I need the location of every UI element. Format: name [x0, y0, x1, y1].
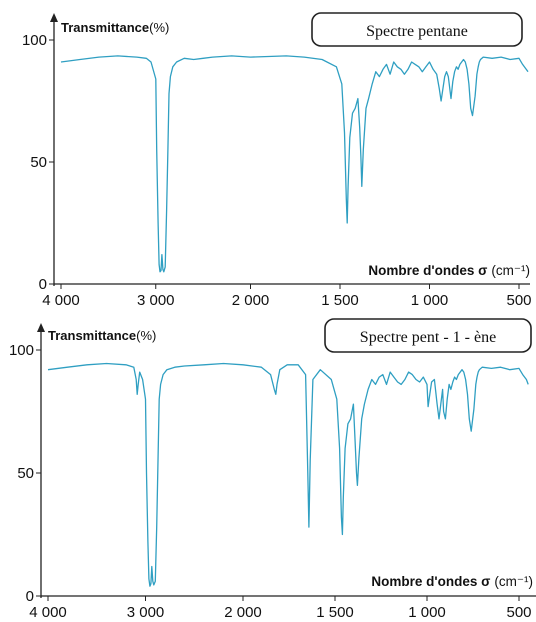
- chart-pentene-x-tick-label-500: 500: [506, 604, 531, 621]
- chart-pentane-title-box: [311, 12, 523, 47]
- chart-pentene-y-tick-label-0: 0: [26, 588, 34, 605]
- chart-pentane-x-tick-label-2000: 2 000: [232, 292, 270, 309]
- chart-pentene: Spectre pent - 1 - ène Transmittance(%) …: [9, 318, 536, 621]
- chart-pentane-x-tick-label-4000: 4 000: [42, 292, 80, 309]
- chart-pentane: Spectre pentane Transmittance(%) Nombre …: [22, 12, 532, 309]
- chart-pentane-y-tick-label-0: 0: [39, 276, 47, 293]
- chart-pentene-x-tick-label-3000: 3 000: [127, 604, 165, 621]
- chart-pentene-title: Spectre pent - 1 - ène: [360, 329, 496, 346]
- chart-pentene-ylabel-text: Transmittance: [48, 328, 136, 343]
- chart-pentene-y-tick-label-50: 50: [17, 465, 34, 482]
- chart-pentane-ylabel-text: Transmittance: [61, 20, 149, 35]
- chart-pentene-ticks: 4 000 3 000 2 000 1 500 1 000 500 0 50 100: [9, 342, 532, 621]
- chart-pentane-y-tick-label-50: 50: [30, 154, 47, 171]
- chart-pentene-x-tick-label-4000: 4 000: [29, 604, 67, 621]
- chart-pentene-ylabel: Transmittance(%): [48, 328, 156, 343]
- chart-pentene-x-tick-label-1500: 1 500: [316, 604, 354, 621]
- chart-pentane-xlabel: Nombre d'ondes σ (cm⁻¹): [368, 263, 530, 278]
- chart-pentane-y-axis-arrow: [50, 13, 58, 22]
- chart-pentene-xlabel: Nombre d'ondes σ (cm⁻¹): [371, 574, 533, 589]
- chart-pentene-x-tick-label-2000: 2 000: [224, 604, 262, 621]
- chart-pentene-title-box: [324, 318, 532, 353]
- chart-pentane-spectrum-line: [60, 55, 529, 273]
- chart-pentane-ylabel-unit: (%): [149, 20, 169, 35]
- chart-pentene-y-axis-arrow: [37, 323, 45, 332]
- chart-pentene-y-tick-label-100: 100: [9, 342, 34, 359]
- chart-pentene-ylabel-unit: (%): [136, 328, 156, 343]
- chart-pentane-x-tick-label-1500: 1 500: [321, 292, 359, 309]
- chart-pentane-ylabel: Transmittance(%): [61, 20, 169, 35]
- chart-pentane-x-tick-label-3000: 3 000: [137, 292, 175, 309]
- chart-pentane-y-tick-label-100: 100: [22, 32, 47, 49]
- chart-pentene-x-tick-label-1000: 1 000: [408, 604, 446, 621]
- chart-pentane-x-tick-label-1000: 1 000: [411, 292, 449, 309]
- chart-pentene-xlabel-unit: (cm⁻¹): [494, 574, 533, 589]
- chart-pentene-xlabel-text: Nombre d'ondes σ: [371, 574, 490, 589]
- chart-pentene-spectrum-line: [47, 362, 529, 587]
- chart-pentane-xlabel-unit: (cm⁻¹): [491, 263, 530, 278]
- chart-pentane-xlabel-text: Nombre d'ondes σ: [368, 263, 487, 278]
- chart-pentane-x-tick-label-500: 500: [506, 292, 531, 309]
- chart-pentane-title: Spectre pentane: [366, 23, 468, 40]
- chart-pentane-ticks: 4 000 3 000 2 000 1 500 1 000 500 0 50 100: [22, 32, 532, 309]
